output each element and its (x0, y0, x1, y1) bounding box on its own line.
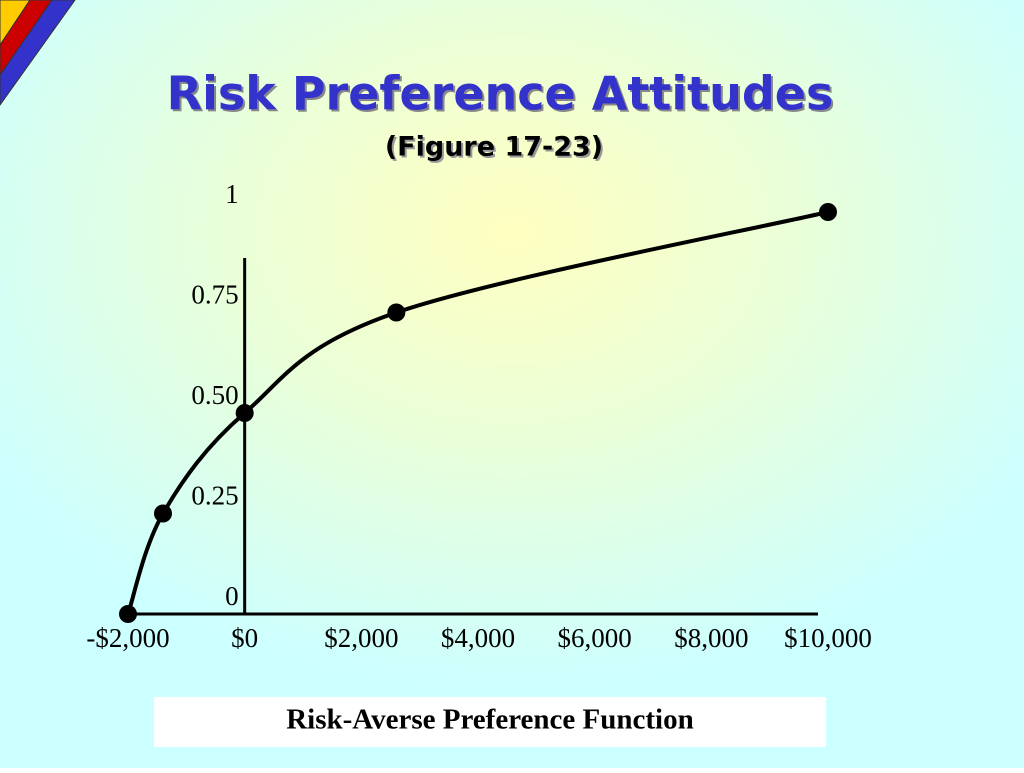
point (119, 605, 137, 623)
x-tick-label: -$2,000 (86, 623, 169, 653)
corner-decoration (0, 0, 76, 106)
curve (126, 210, 829, 615)
point (235, 404, 254, 422)
y-tick-label: 0.25 (191, 481, 238, 511)
x-tick-label: $8,000 (674, 623, 748, 653)
y-tick-label: 0 (225, 581, 239, 611)
x-tick-label: $0 (231, 623, 258, 653)
point (819, 203, 837, 221)
y-tick-label: 0.50 (191, 380, 238, 410)
caption: Risk-Averse Preference Function (286, 704, 694, 736)
x-tick-label: $10,000 (784, 623, 872, 653)
x-tick-label: $6,000 (558, 623, 632, 653)
x-tick-label: $4,000 (441, 623, 515, 653)
plot: -$2,000 $0 $2,000 $4,000 $6,000 $8,000 $10,000… (86, 179, 872, 653)
chart-title: Risk Preference Attitudes (167, 67, 834, 121)
y-tick-label: 1 (225, 179, 239, 209)
y-tick-label: 0.75 (191, 280, 238, 310)
point (154, 504, 172, 523)
x-tick-label: $2,000 (324, 623, 398, 653)
caption-box (154, 697, 826, 747)
point (387, 303, 406, 322)
chart-subtitle: (Figure 17-23) (385, 132, 603, 163)
